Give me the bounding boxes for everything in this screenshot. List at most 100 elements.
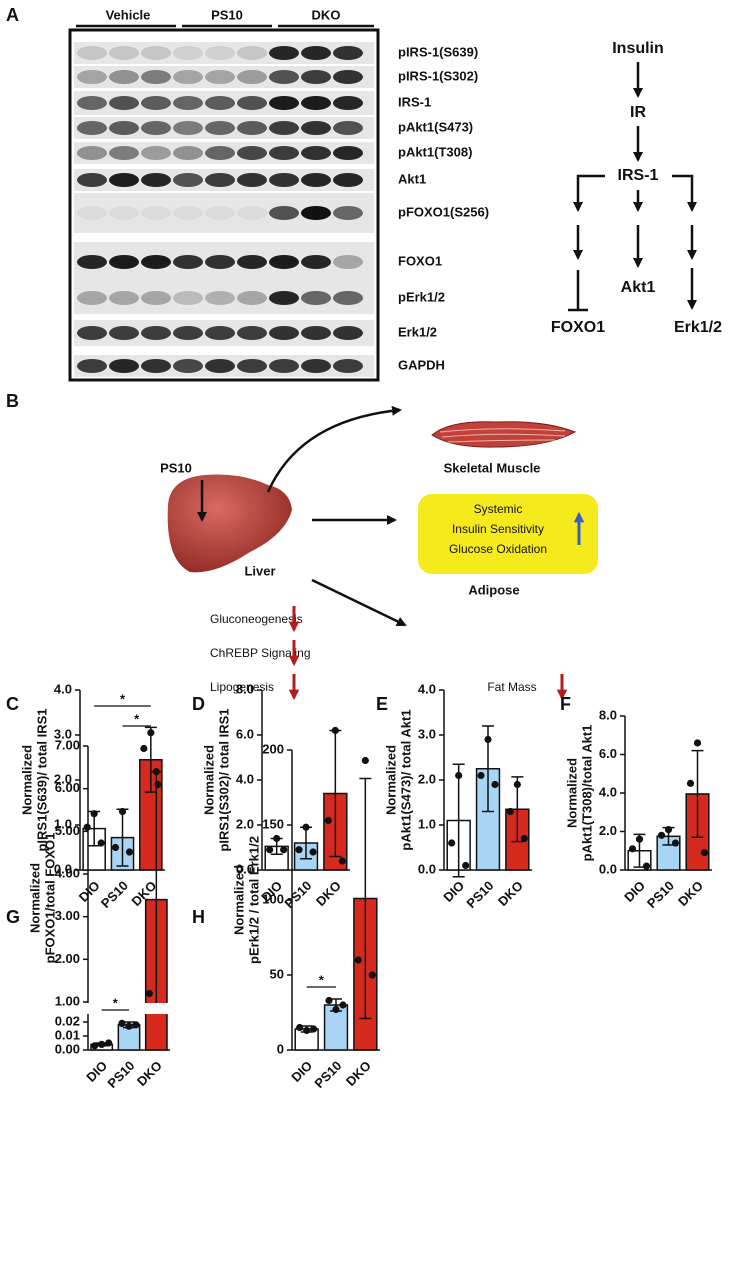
blot-band (269, 326, 299, 340)
blot-band (173, 326, 203, 340)
blot-band (269, 96, 299, 110)
systemic-text: Insulin Sensitivity (452, 522, 544, 536)
y-tick-label: 5.00 (55, 823, 80, 838)
y-tick-label: 2.0 (418, 771, 436, 786)
y-tick-label: 1.00 (55, 993, 80, 1008)
y-axis-label: Normalized (231, 865, 246, 935)
data-point (332, 1005, 340, 1014)
blot-label: pAkt1(S473) (398, 119, 473, 134)
blot-band (269, 291, 299, 305)
blot-band (237, 70, 267, 84)
blot-band (109, 255, 139, 269)
panel-letter: D (192, 694, 205, 714)
blot-label: Erk1/2 (398, 324, 437, 339)
y-tick-label: 0.02 (55, 1013, 80, 1028)
western-blot: pIRS-1(S639) pIRS-1(S302) IRS-1 pAkt1(S473)… (74, 42, 489, 377)
data-point (280, 846, 288, 854)
blot-label: GAPDH (398, 357, 445, 372)
blot-band (237, 255, 267, 269)
blot-band (333, 70, 363, 84)
x-tick-label: PS10 (98, 878, 131, 911)
data-point (309, 848, 317, 856)
blot-band (205, 173, 235, 187)
x-tick-label: PS10 (644, 878, 677, 911)
blot-band (173, 173, 203, 187)
blot-band (333, 291, 363, 305)
error-bar (691, 749, 704, 839)
blot-band (109, 70, 139, 84)
blot-band (205, 70, 235, 84)
blot-band (77, 291, 107, 305)
organ-label: Liver (244, 563, 275, 578)
blot-band (141, 255, 171, 269)
blot-band (237, 326, 267, 340)
error-bar (452, 763, 465, 878)
blot-band (237, 46, 267, 60)
data-point (448, 839, 456, 847)
blot-band (269, 206, 299, 220)
data-point (90, 810, 98, 818)
x-tick-label: DKO (134, 1058, 165, 1089)
blot-label: pIRS-1(S639) (398, 44, 478, 59)
significance-label: * (120, 691, 126, 706)
y-tick-label: 4.0 (236, 771, 254, 786)
blot-band (109, 359, 139, 373)
blot-band (301, 291, 331, 305)
blot-band (109, 121, 139, 135)
data-point (152, 768, 160, 776)
y-tick-label: 0.0 (418, 861, 436, 876)
data-point (296, 1023, 304, 1032)
data-point (140, 744, 148, 753)
systemic-box (418, 494, 598, 574)
data-point (266, 846, 274, 854)
blot-band (77, 96, 107, 110)
y-tick-label: 4.0 (54, 681, 72, 696)
blot-band (237, 359, 267, 373)
y-tick-label: 150 (262, 816, 284, 831)
data-point (325, 996, 333, 1005)
group-label: PS10 (211, 7, 243, 22)
y-tick-label: 0.0 (236, 861, 254, 876)
data-point (98, 1040, 106, 1048)
blot-band (109, 206, 139, 220)
y-tick-label: 200 (262, 741, 284, 756)
effect: Gluconeogenesis (210, 612, 303, 626)
blot-band (205, 46, 235, 60)
data-point (125, 1022, 133, 1030)
panel-letter: C (6, 694, 19, 714)
blot-label: IRS-1 (398, 94, 431, 109)
data-point (91, 1042, 99, 1050)
y-tick-label: 8.0 (236, 681, 254, 696)
systemic-text: Systemic (474, 502, 523, 516)
data-point (132, 1021, 140, 1029)
blot-band (173, 206, 203, 220)
blot-band (237, 146, 267, 160)
blot-band (109, 173, 139, 187)
data-point (693, 739, 702, 747)
liver-illustration (167, 474, 292, 573)
y-tick-label: 2.00 (55, 951, 80, 966)
y-tick-label: 3.0 (54, 726, 72, 741)
blot-band (173, 96, 203, 110)
blot-band (205, 96, 235, 110)
data-point (118, 807, 127, 816)
y-tick-label: 8.0 (599, 707, 617, 722)
label: Adipose (468, 582, 519, 597)
blot-band (141, 173, 171, 187)
blot-band (269, 146, 299, 160)
blot-band (173, 70, 203, 84)
y-axis-label: Normalized (27, 863, 42, 933)
blot-band (205, 359, 235, 373)
group-label: Vehicle (106, 7, 151, 22)
blot-band (269, 46, 299, 60)
blot-band (301, 173, 331, 187)
y-tick-label: 4.00 (55, 865, 80, 880)
blot-band (333, 146, 363, 160)
blot-band (269, 255, 299, 269)
data-point (628, 845, 637, 853)
data-point (273, 834, 281, 843)
panel-letter: G (6, 907, 20, 927)
blot-band (333, 173, 363, 187)
blot-band (237, 173, 267, 187)
